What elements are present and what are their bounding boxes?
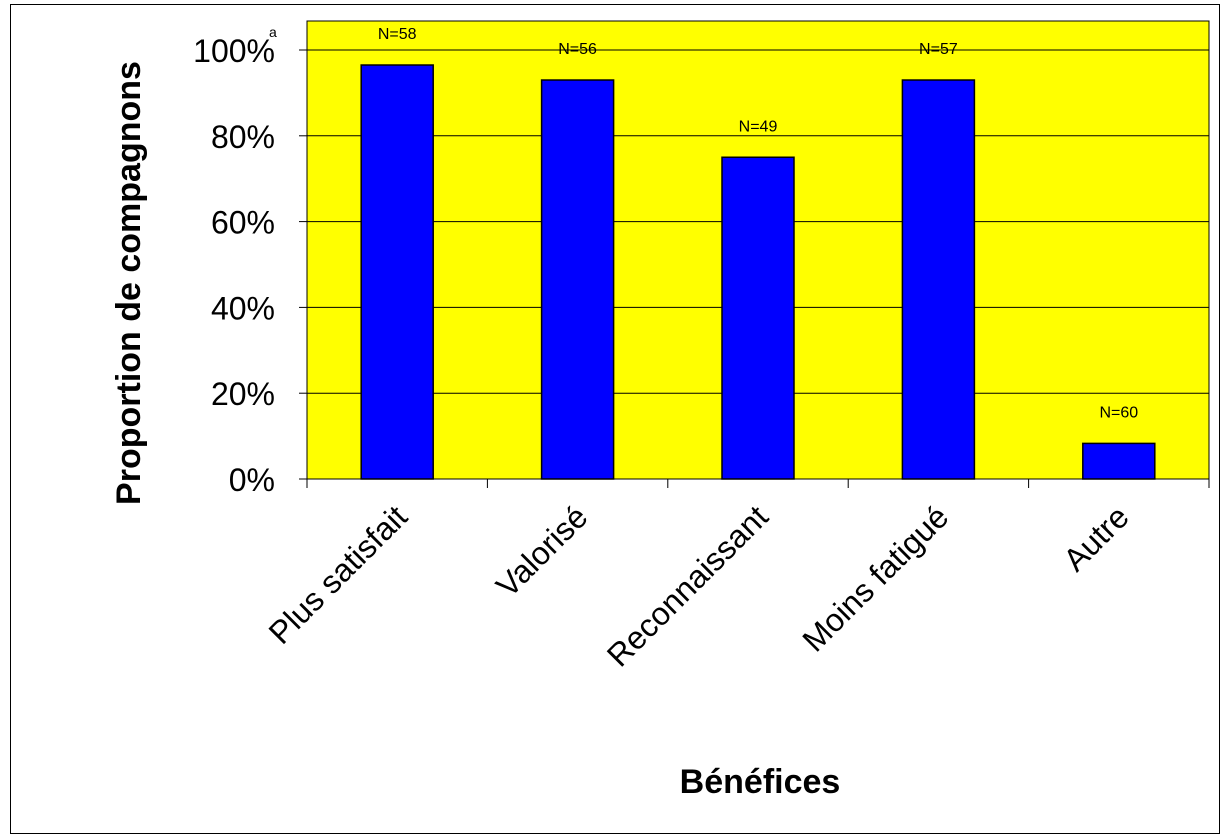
category-labels: Plus satisfait Valorisé Reconnaissant Moins… [262, 498, 1136, 673]
n-labels: N=58 N=56 N=49 N=57 N=60 [378, 26, 1138, 421]
bar [901, 79, 976, 480]
bar [360, 64, 434, 480]
category-label: Moins fatigué [795, 498, 955, 658]
category-label: Reconnaissant [600, 498, 775, 673]
bar [721, 156, 795, 480]
bar [540, 79, 615, 480]
y-tick-note: a [269, 24, 277, 40]
y-tick-label: 0% [229, 462, 275, 498]
n-label: N=58 [378, 26, 417, 43]
x-tick-marks [306, 478, 1210, 488]
y-tick-label: 100% [193, 33, 275, 69]
category-label: Valorisé [489, 498, 595, 604]
y-tick-label: 40% [211, 290, 275, 326]
y-tick-label: 80% [211, 119, 275, 155]
category-label: Plus satisfait [262, 498, 415, 651]
y-tick-label: 20% [211, 376, 275, 412]
n-label: N=49 [739, 118, 778, 135]
bar [1082, 442, 1156, 480]
y-axis-label: Proportion de compagnons [110, 61, 148, 505]
category-label: Autre [1056, 498, 1136, 578]
n-label: N=60 [1099, 404, 1138, 421]
n-label: N=56 [558, 41, 597, 58]
n-label: N=57 [919, 41, 958, 58]
x-axis-label: Bénéfices [680, 763, 841, 801]
y-tick-label: 60% [211, 205, 275, 241]
y-tick-labels: 0% 20% 40% 60% 80% 100% [193, 33, 307, 498]
bars [360, 64, 1156, 480]
